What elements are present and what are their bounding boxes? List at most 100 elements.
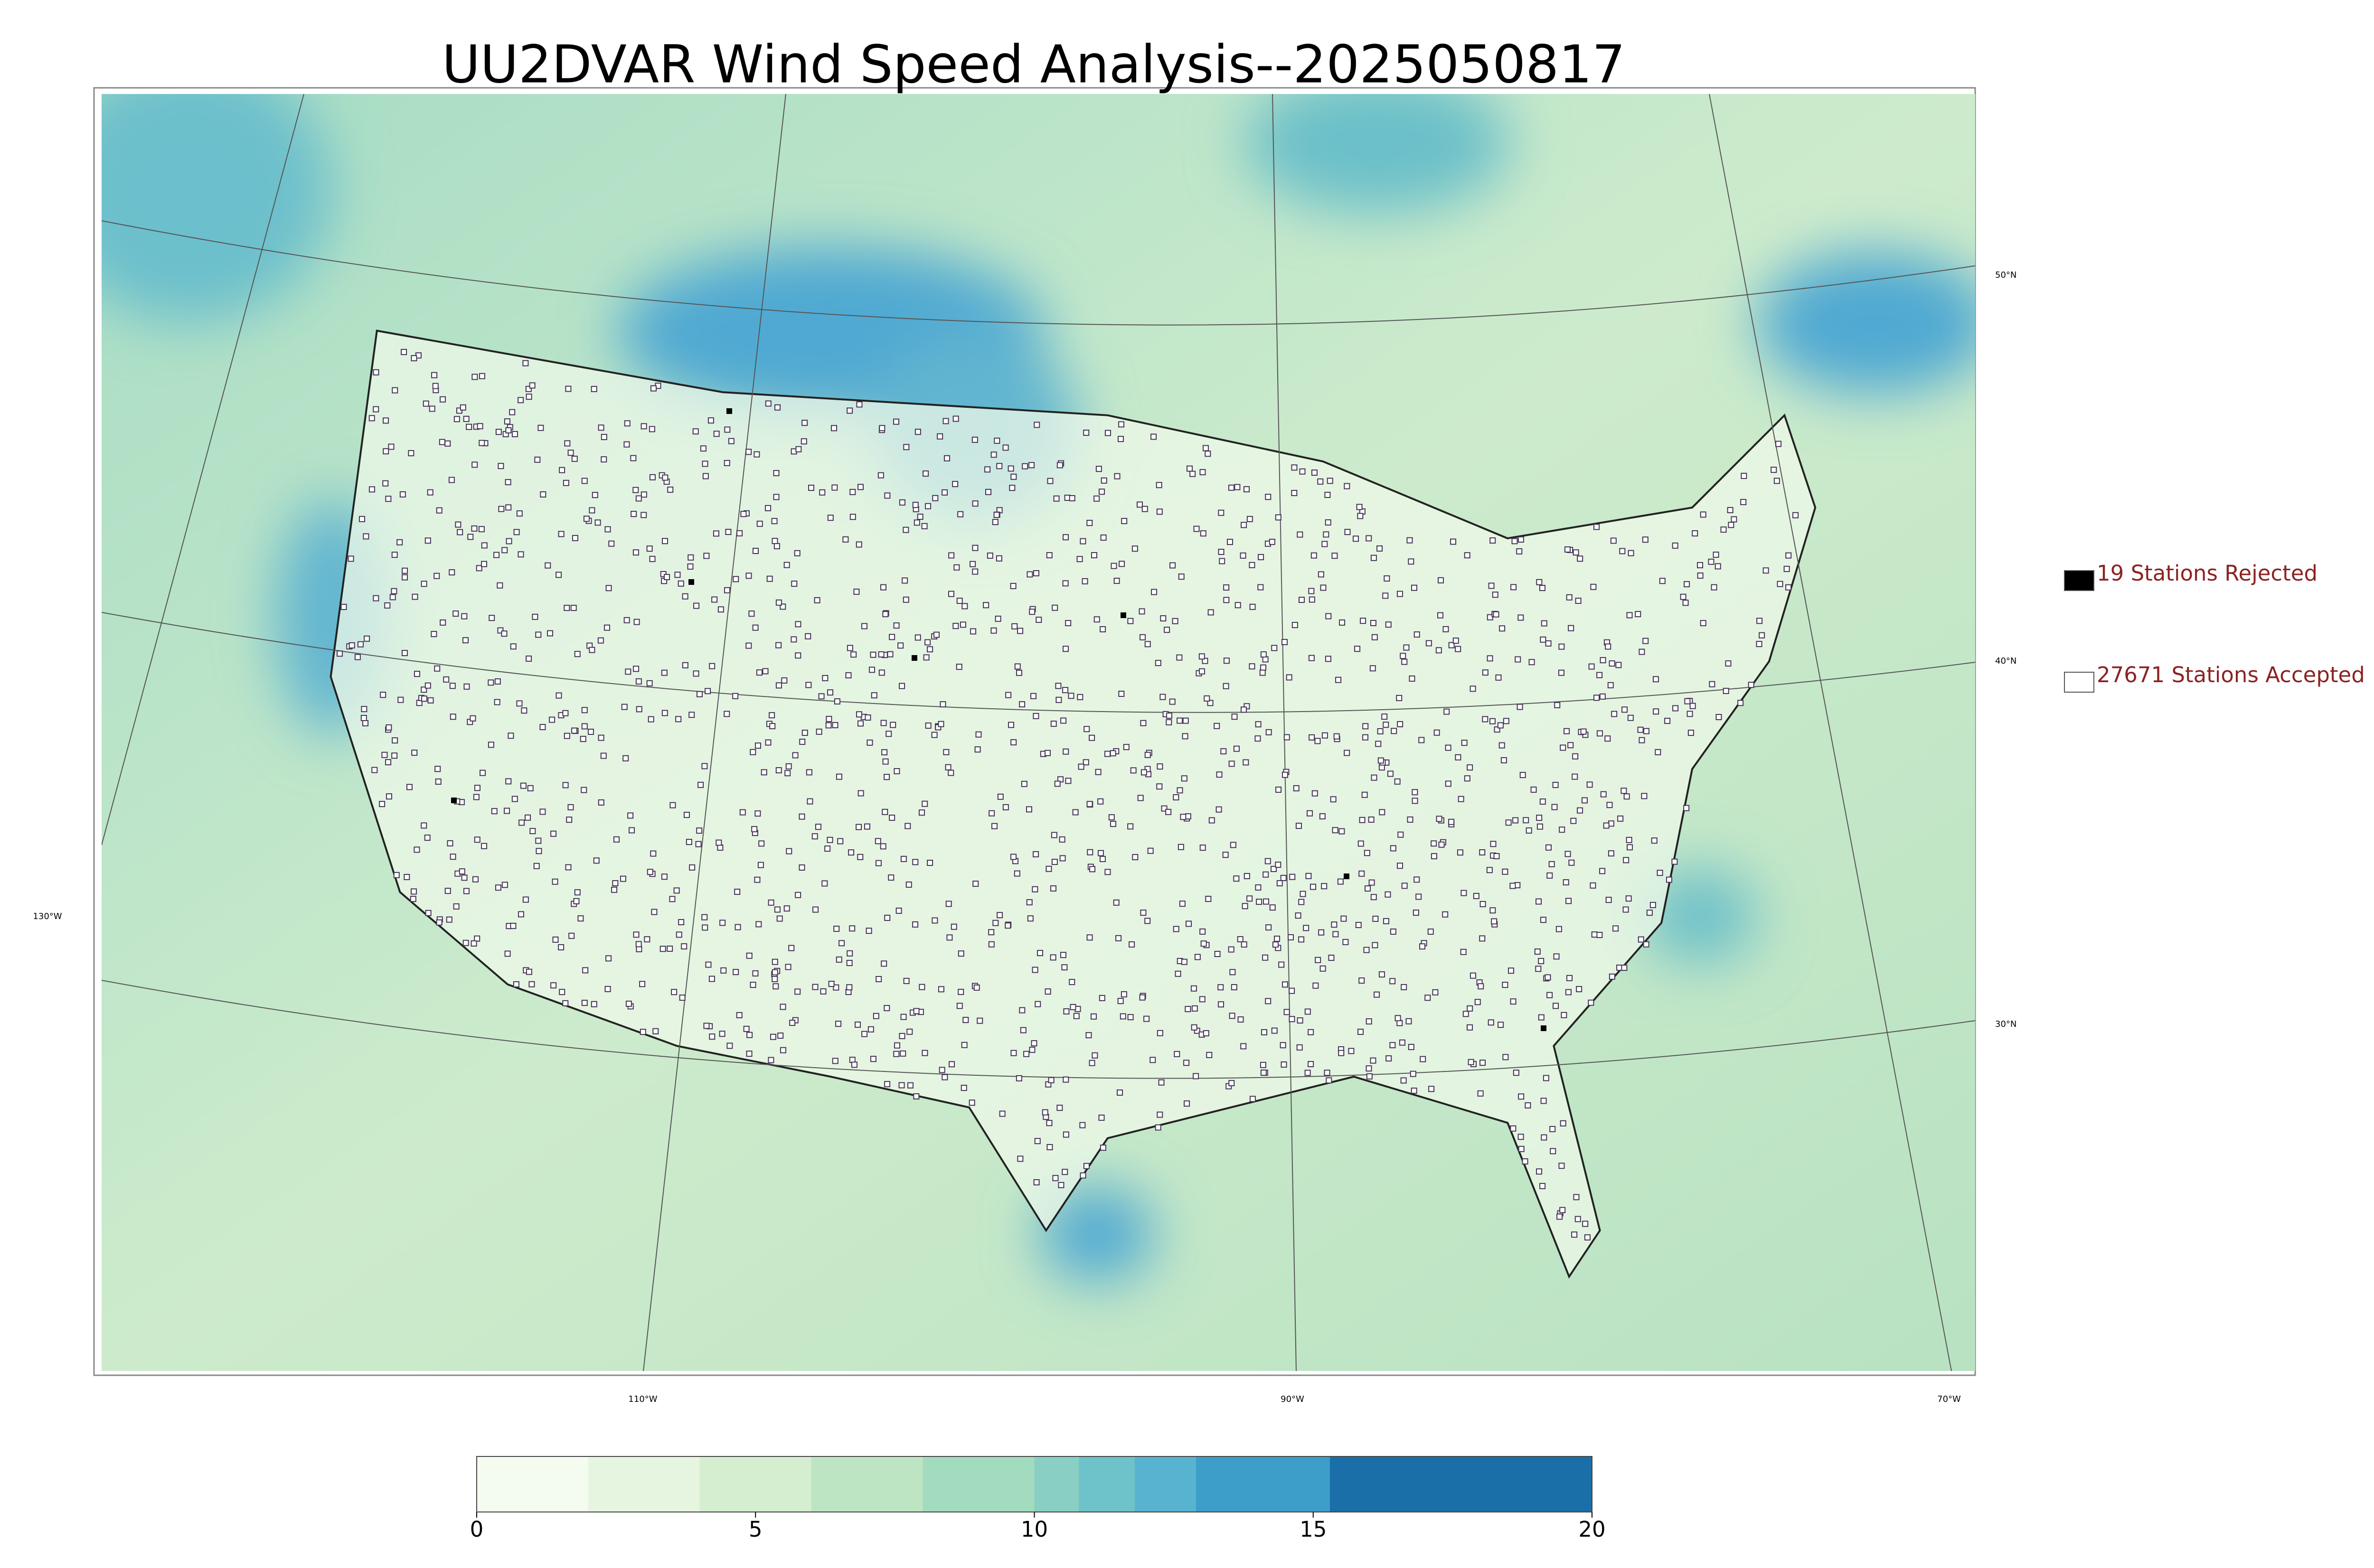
station (707, 417, 714, 424)
station (1457, 849, 1463, 856)
station (362, 720, 369, 726)
station (1489, 537, 1496, 544)
station (1366, 1018, 1372, 1025)
station (1657, 870, 1663, 876)
station (740, 511, 747, 517)
station (774, 404, 781, 411)
station (1740, 499, 1747, 506)
station (912, 502, 919, 508)
station (1487, 614, 1493, 620)
station (773, 543, 780, 550)
station (1406, 537, 1413, 544)
station (1534, 948, 1541, 955)
station (1488, 1019, 1494, 1026)
station (597, 637, 604, 644)
station (1173, 926, 1179, 932)
station (745, 449, 752, 455)
station (1014, 663, 1021, 670)
station (404, 873, 410, 880)
station (961, 1042, 968, 1048)
colorbar-segment (811, 1456, 923, 1512)
station (1127, 618, 1134, 624)
station (932, 495, 939, 501)
station (864, 823, 870, 830)
station (529, 828, 536, 835)
station (990, 627, 997, 634)
station (1366, 1073, 1373, 1080)
station (1427, 928, 1434, 935)
station (1553, 953, 1560, 960)
station (873, 1013, 879, 1019)
station (648, 716, 654, 723)
station (1158, 1079, 1165, 1086)
station (736, 1012, 743, 1018)
station (1050, 721, 1057, 727)
station (708, 976, 715, 982)
station (827, 689, 834, 696)
station (1207, 700, 1214, 706)
station (562, 782, 569, 789)
station (701, 763, 708, 770)
station (1468, 1059, 1474, 1065)
station (1762, 567, 1769, 574)
station (689, 864, 696, 871)
station (884, 1005, 890, 1012)
station (494, 699, 500, 705)
station (775, 642, 782, 648)
colorbar-tick-label: 20 (1578, 1517, 1605, 1542)
station (948, 591, 954, 597)
station (526, 968, 532, 975)
station (1309, 596, 1315, 603)
station (424, 835, 431, 841)
station (1512, 817, 1519, 824)
station (1418, 737, 1425, 743)
station (1169, 562, 1176, 569)
station (1240, 552, 1246, 559)
station (1237, 1016, 1244, 1023)
station (1502, 1054, 1509, 1061)
station (1396, 863, 1403, 869)
station (1700, 620, 1706, 627)
station (1783, 565, 1790, 572)
station (1175, 970, 1181, 977)
station (1140, 720, 1147, 726)
station (1604, 735, 1611, 742)
station (893, 1051, 900, 1057)
colorbar-segment (588, 1456, 700, 1512)
station (1254, 735, 1261, 742)
station (1596, 730, 1603, 737)
station (1556, 1213, 1563, 1220)
station (1178, 573, 1185, 580)
station (1237, 936, 1244, 942)
station (605, 585, 612, 592)
station (894, 1042, 901, 1049)
station (1377, 728, 1384, 734)
station (1530, 786, 1537, 793)
station (474, 935, 480, 942)
station (624, 420, 631, 427)
station (1775, 441, 1782, 447)
station (1108, 814, 1115, 821)
station (996, 555, 1002, 562)
station (1497, 722, 1504, 729)
station (1325, 613, 1332, 620)
station (448, 477, 455, 483)
colorbar-tick-label: 5 (749, 1517, 763, 1542)
station (1321, 541, 1328, 547)
station (1344, 750, 1350, 756)
station (1358, 870, 1365, 877)
station (1032, 886, 1038, 892)
station (1442, 626, 1449, 632)
station (1002, 804, 1009, 810)
station (511, 796, 518, 802)
station (1390, 928, 1396, 935)
station (1179, 901, 1186, 907)
station (410, 896, 416, 902)
station (536, 848, 542, 854)
station (1093, 616, 1100, 623)
station (927, 646, 933, 653)
station (550, 982, 557, 989)
station (1461, 740, 1468, 746)
station (1489, 718, 1496, 724)
station (785, 763, 792, 770)
